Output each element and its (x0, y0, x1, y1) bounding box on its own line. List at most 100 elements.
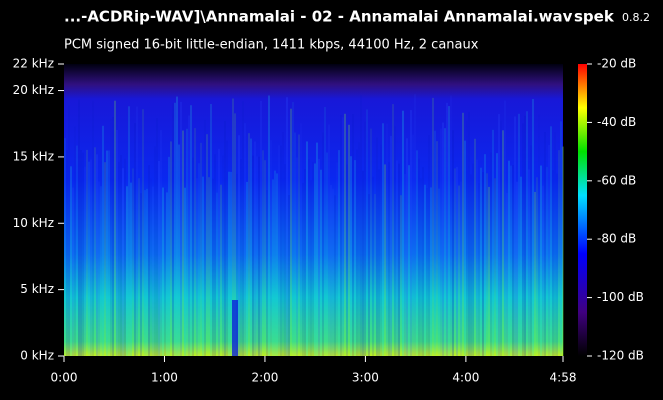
texture (498, 114, 500, 356)
texture (516, 181, 518, 356)
texture (96, 154, 98, 356)
texture (416, 150, 418, 356)
texture (84, 166, 86, 356)
y-tick-label: 5 kHz (20, 282, 54, 296)
texture (558, 150, 560, 356)
texture (116, 129, 118, 356)
texture (368, 194, 370, 356)
texture (204, 119, 206, 356)
texture (120, 155, 122, 356)
texture (554, 132, 556, 356)
texture (334, 195, 336, 356)
texture (396, 160, 398, 356)
texture (212, 178, 214, 356)
texture (364, 121, 366, 356)
app-name: spek (574, 8, 615, 26)
texture (302, 182, 304, 356)
texture (240, 159, 242, 356)
texture (94, 147, 96, 356)
texture (88, 161, 90, 356)
texture (242, 101, 244, 356)
texture (424, 184, 426, 356)
file-title: ...-ACDRip-WAV]\Annamalai - 02 - Annamal… (64, 8, 573, 26)
texture (166, 192, 168, 356)
texture (304, 169, 306, 356)
texture (436, 141, 438, 356)
texture (456, 166, 458, 356)
texture (104, 162, 106, 356)
texture (386, 123, 388, 356)
texture (540, 165, 542, 356)
texture (370, 128, 372, 356)
texture (244, 123, 246, 356)
texture (222, 155, 224, 356)
texture (430, 187, 432, 356)
texture (80, 150, 82, 356)
texture (190, 105, 192, 356)
texture (246, 181, 248, 356)
y-tick-label: 0 kHz (20, 349, 54, 363)
texture (452, 130, 454, 356)
texture (550, 126, 552, 357)
texture (468, 111, 470, 356)
texture (128, 106, 130, 356)
texture (448, 106, 450, 356)
texture (556, 173, 558, 356)
texture (274, 170, 276, 356)
texture (110, 119, 112, 357)
texture (562, 146, 564, 356)
texture (532, 99, 534, 356)
texture (378, 169, 380, 356)
texture (250, 138, 252, 356)
texture (390, 135, 392, 356)
texture (338, 150, 340, 356)
texture (410, 110, 412, 356)
texture (478, 183, 480, 356)
texture (494, 178, 496, 356)
texture (168, 156, 170, 356)
texture (520, 176, 522, 356)
texture (140, 193, 142, 356)
texture (340, 115, 342, 356)
texture (254, 141, 256, 356)
texture (394, 126, 396, 356)
texture (392, 104, 394, 356)
texture (548, 145, 550, 356)
texture (300, 123, 302, 356)
texture (538, 114, 540, 357)
x-tick-label: 0:00 (51, 371, 78, 385)
texture (278, 145, 280, 356)
texture (276, 173, 278, 356)
texture (130, 182, 132, 356)
texture (388, 162, 390, 356)
texture (184, 187, 186, 356)
texture (68, 105, 70, 356)
texture (76, 145, 78, 356)
texture (138, 178, 140, 356)
texture (90, 159, 92, 356)
texture (382, 123, 384, 356)
texture (220, 184, 222, 356)
texture (106, 150, 108, 356)
texture (320, 169, 322, 356)
texture (226, 140, 228, 356)
texture (492, 129, 494, 356)
y-tick-label: 15 kHz (13, 149, 54, 163)
texture (200, 142, 202, 356)
texture (214, 154, 216, 356)
texture (458, 185, 460, 356)
spectrogram-image (64, 64, 563, 356)
texture (514, 116, 516, 357)
texture (290, 108, 292, 356)
texture (230, 171, 232, 356)
texture (314, 163, 316, 356)
y-tick-label: 22 kHz (13, 57, 54, 71)
texture (132, 168, 134, 356)
texture (66, 150, 68, 356)
texture (294, 132, 296, 356)
texture (372, 176, 374, 356)
quiet-gap (232, 300, 238, 356)
texture (544, 132, 546, 356)
texture (160, 130, 162, 356)
